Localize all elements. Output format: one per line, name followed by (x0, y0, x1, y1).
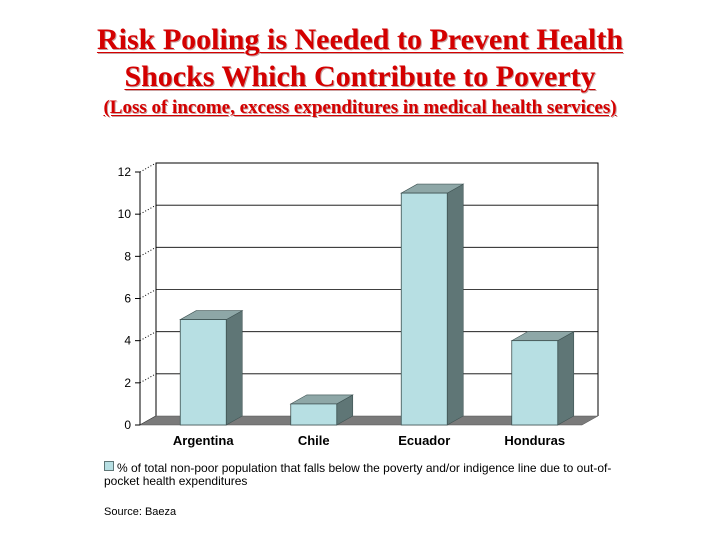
y-tick-label: 8 (124, 249, 131, 263)
x-category-label: Chile (298, 433, 330, 448)
gridline-diagonal (139, 373, 157, 384)
x-category-label: Argentina (173, 433, 234, 448)
gridline-diagonal (139, 204, 157, 215)
x-category-label: Ecuador (398, 433, 450, 448)
y-tick-label: 2 (124, 376, 131, 390)
bar-side (557, 331, 575, 426)
slide-title-line2: Shocks Which Contribute to Poverty (124, 60, 596, 93)
source-note: Source: Baeza (104, 506, 177, 518)
y-tick-label: 4 (124, 334, 131, 348)
bar-side (225, 310, 243, 426)
y-tick-label: 10 (118, 207, 132, 221)
gridline-diagonal (139, 246, 157, 257)
bar-chile (290, 403, 338, 426)
gridline-diagonal (139, 162, 157, 173)
legend-swatch (104, 461, 114, 471)
y-tick-label: 12 (118, 165, 132, 179)
chart-legend: % of total non-poor population that fall… (104, 461, 624, 488)
bar-side (446, 183, 464, 426)
slide-subtitle: (Loss of income, excess expenditures in … (103, 97, 617, 118)
gridline-diagonal (139, 331, 157, 342)
legend-text: % of total non-poor population that fall… (104, 461, 612, 488)
slide-title-line1: Risk Pooling is Needed to Prevent Health (96, 23, 624, 56)
gridline-diagonal (139, 289, 157, 299)
bar-argentina (179, 319, 227, 426)
x-category-label: Honduras (504, 433, 565, 448)
y-tick-label: 0 (124, 418, 131, 432)
bar-ecuador (400, 192, 448, 426)
y-tick-label: 6 (124, 292, 131, 306)
bar-honduras (511, 340, 559, 426)
